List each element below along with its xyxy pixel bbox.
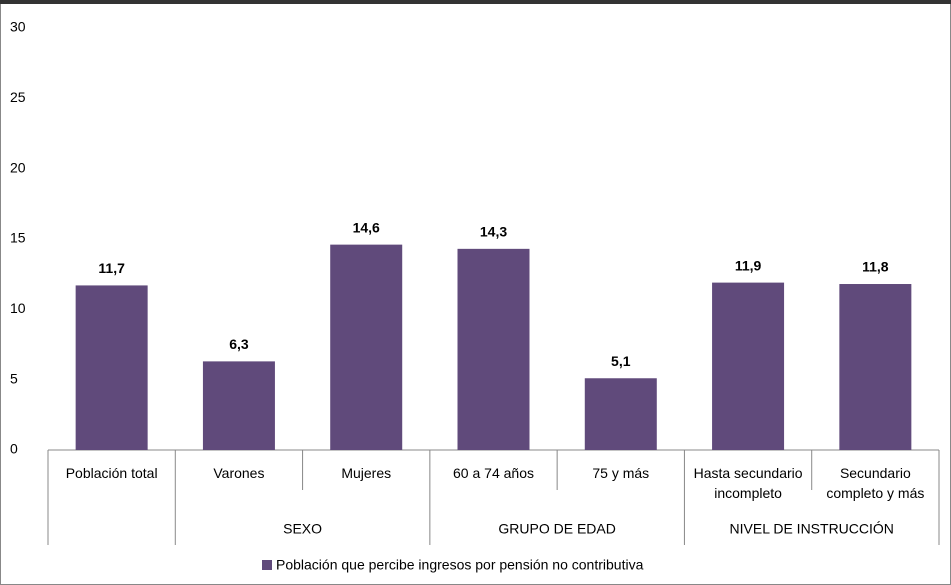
- bar: [457, 248, 530, 450]
- bar: [584, 378, 657, 450]
- data-label: 5,1: [611, 353, 631, 369]
- y-tick-label: 15: [10, 230, 26, 246]
- x-tick-label: Secundario completo y más: [826, 465, 924, 501]
- bar: [330, 244, 403, 450]
- data-label: 11,9: [735, 257, 762, 273]
- y-tick-label: 30: [10, 19, 26, 35]
- x-tick-label: 60 a 74 años: [453, 465, 534, 481]
- data-label: 11,8: [862, 259, 889, 275]
- y-tick-label: 10: [10, 300, 26, 316]
- y-tick-label: 20: [10, 159, 26, 175]
- x-tick-label: Varones: [213, 465, 264, 481]
- data-label: 11,7: [98, 260, 125, 276]
- group-label: NIVEL DE INSTRUCCIÓN: [730, 521, 894, 537]
- y-tick-label: 25: [10, 89, 26, 105]
- y-tick-label: 5: [10, 370, 18, 386]
- y-tick-label: 0: [10, 441, 18, 457]
- x-tick-label: Hasta secundario incompleto: [694, 465, 803, 501]
- x-tick-label: Mujeres: [341, 465, 391, 481]
- bar: [712, 282, 785, 450]
- group-label: GRUPO DE EDAD: [498, 521, 615, 537]
- data-label: 6,3: [229, 336, 249, 352]
- x-tick-label: Población total: [66, 465, 158, 481]
- data-label: 14,6: [353, 219, 380, 235]
- bar: [202, 361, 275, 450]
- group-label: SEXO: [283, 521, 322, 537]
- legend-label: Población que percibe ingresos por pensi…: [276, 557, 644, 573]
- bar: [839, 284, 912, 450]
- data-label: 14,3: [480, 224, 507, 240]
- x-tick-label: 75 y más: [592, 465, 649, 481]
- bar: [75, 285, 148, 450]
- cropped-title: [0, 0, 951, 4]
- legend-swatch: [262, 560, 272, 570]
